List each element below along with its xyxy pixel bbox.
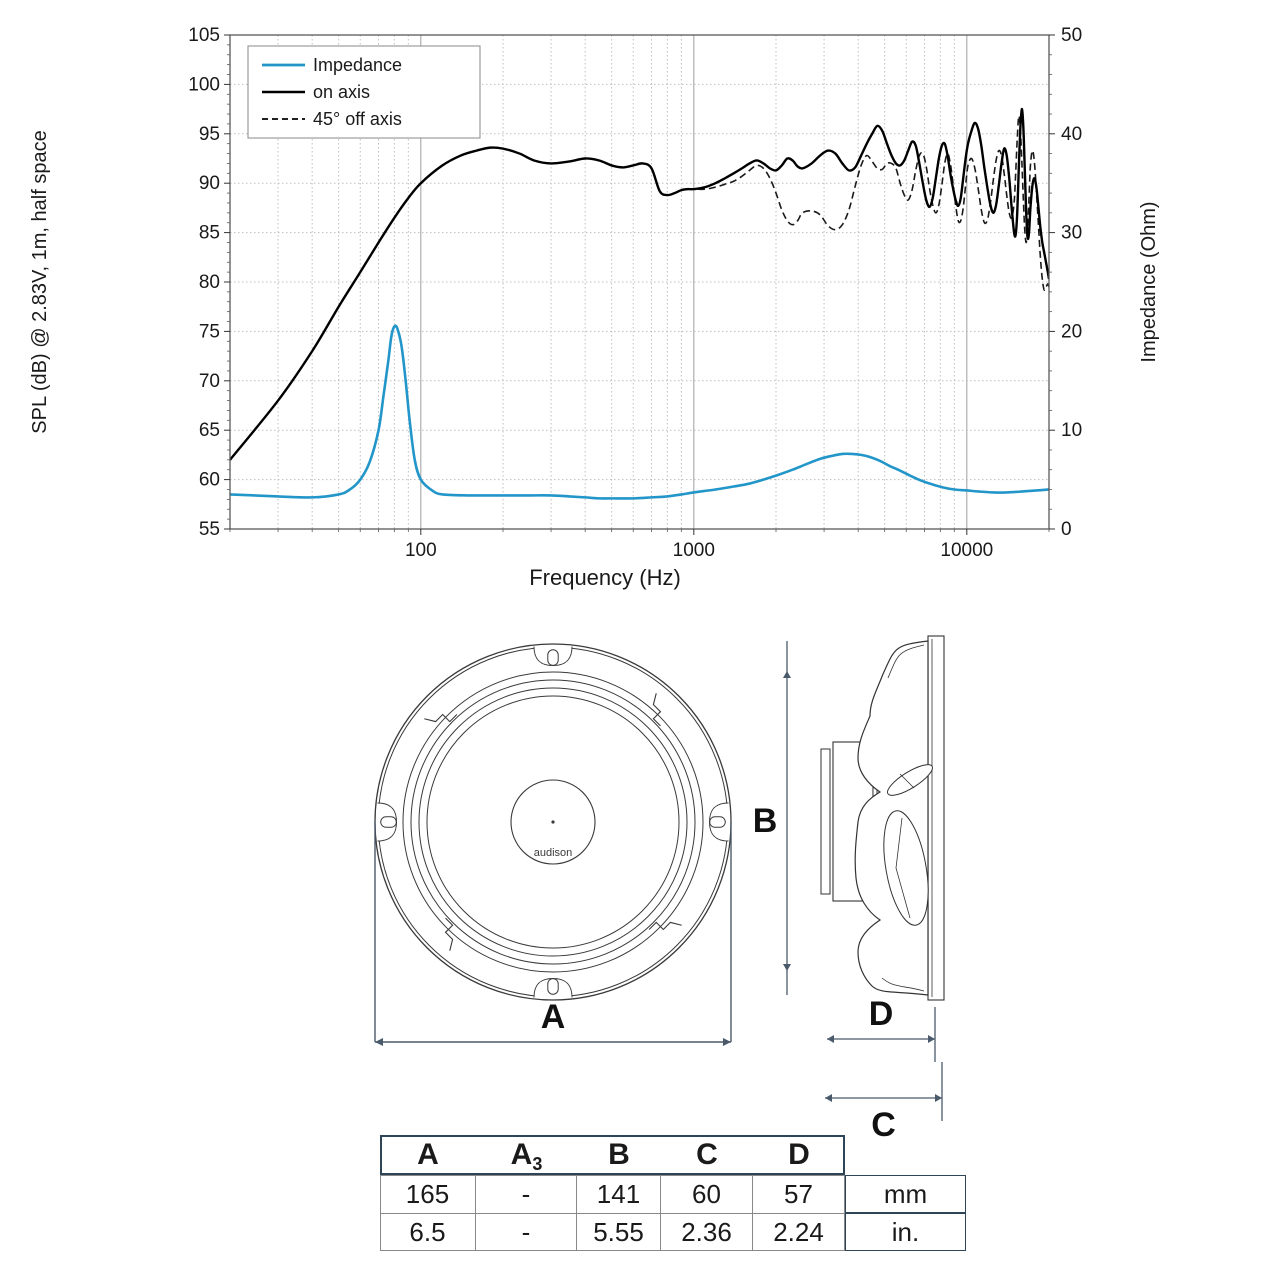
svg-text:A: A: [541, 998, 566, 1036]
svg-text:C: C: [871, 1106, 896, 1144]
svg-text:audison: audison: [534, 847, 573, 859]
svg-text:B: B: [753, 802, 778, 840]
svg-text:D: D: [869, 995, 894, 1033]
